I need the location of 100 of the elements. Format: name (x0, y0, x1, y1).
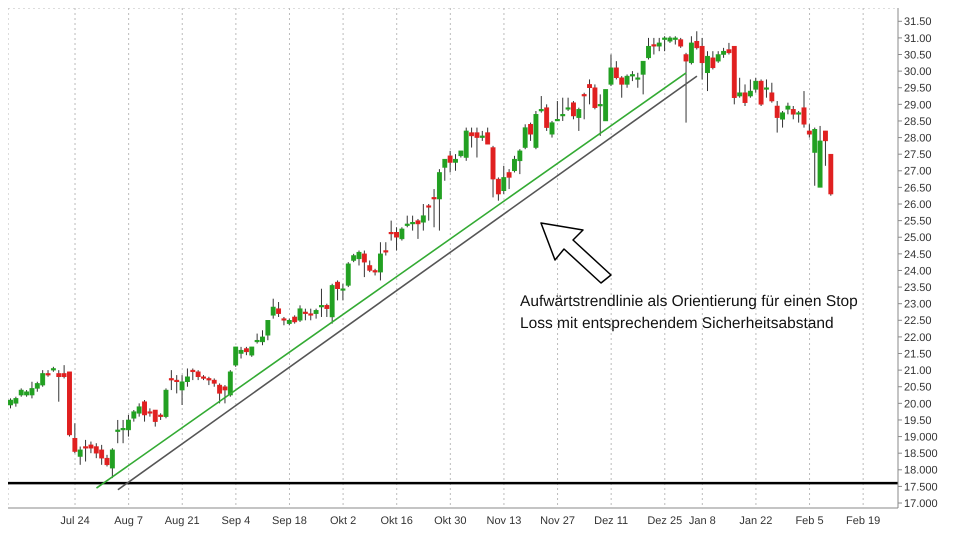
y-tick-label: 18.000 (904, 464, 938, 477)
y-tick-label: 24.50 (904, 248, 932, 261)
x-tick-label: Dez 11 (594, 514, 628, 527)
annotation: Aufwärtstrendlinie als Orientierung für einen Stop Loss mit entsprechendem Sicherheitsabstand (520, 292, 859, 334)
y-tick-label: 28.00 (904, 132, 932, 144)
candlestick (646, 37, 651, 60)
candlestick (528, 122, 534, 142)
candlestick (710, 50, 716, 70)
candlestick (362, 250, 367, 278)
candlestick (480, 130, 485, 142)
y-tick-label: 17.500 (904, 481, 938, 494)
candlestick (383, 242, 388, 256)
x-tick-label: Jan 22 (739, 514, 772, 527)
y-tick-label: 19.50 (904, 414, 932, 427)
candlestick (651, 37, 656, 56)
candlestick (737, 77, 742, 98)
candlestick (420, 204, 426, 232)
y-tick-label: 25.00 (904, 232, 932, 244)
y-tick-label: 27.50 (904, 149, 932, 162)
candlestick (576, 107, 582, 132)
x-tick-label: Dez 25 (647, 514, 682, 527)
candlestick (346, 262, 351, 288)
x-tick-label: Okt 30 (434, 514, 467, 527)
x-tick-label: Sep 4 (221, 514, 250, 527)
candlestick (785, 102, 790, 115)
y-tick-label: 23.50 (904, 282, 932, 294)
candlestick (656, 37, 662, 52)
candlestick (448, 150, 453, 173)
x-tick-label: Aug 7 (114, 514, 144, 527)
candlestick (635, 72, 640, 88)
x-tick-label: Feb 19 (846, 514, 880, 527)
y-tick-label: 26.50 (904, 182, 932, 194)
candlestick (72, 422, 78, 454)
candlestick (802, 90, 806, 128)
candlestick (399, 226, 404, 242)
y-tick-label: 31.50 (904, 16, 932, 28)
candlestick (544, 104, 550, 132)
y-tick-label: 24.00 (904, 265, 932, 278)
candlestick (538, 96, 544, 114)
x-tick-label: Feb 5 (795, 514, 824, 527)
y-tick-label: 22.00 (904, 332, 932, 344)
y-tick-label: 19.000 (904, 431, 938, 444)
y-tick-label: 28.50 (904, 116, 932, 128)
candlestick (780, 110, 785, 128)
candlestick (426, 204, 432, 222)
candlestick (640, 60, 646, 95)
y-tick-label: 29.50 (904, 82, 932, 95)
candlestick (566, 97, 571, 112)
candlestick (78, 446, 83, 466)
candlestick (684, 52, 688, 124)
candlestick (501, 165, 506, 195)
y-tick-label: 31.00 (904, 32, 932, 45)
candlestick (110, 448, 115, 479)
y-tick-label: 22.50 (904, 315, 932, 328)
candlestick (769, 82, 774, 104)
candlestick (522, 124, 528, 150)
candlestick (319, 288, 324, 318)
candlestick (554, 100, 560, 122)
x-tick-label: Okt 16 (380, 514, 413, 527)
x-tick-label: Aug 21 (164, 514, 200, 527)
x-tick-label: Jan 8 (688, 514, 716, 527)
x-tick-label: Jul 24 (60, 514, 90, 527)
y-tick-label: 30.50 (904, 49, 932, 62)
y-tick-label: 30.00 (904, 66, 932, 78)
y-tick-label: 23.00 (904, 298, 932, 311)
y-tick-label: 17.000 (904, 498, 938, 510)
y-tick-label: 20.00 (904, 398, 932, 410)
candlestick (764, 78, 769, 98)
y-tick-label: 26.00 (904, 198, 932, 211)
candlestick (748, 78, 753, 98)
candlestick (340, 283, 346, 301)
candlestick (582, 92, 587, 120)
x-tick-label: Nov 13 (486, 514, 522, 527)
candlestick (774, 100, 780, 134)
candlestick (796, 110, 802, 124)
candlestick (453, 154, 458, 172)
candlestick (506, 168, 512, 190)
candlestick (560, 97, 566, 122)
candlestick (822, 130, 828, 166)
candlestick (608, 54, 614, 87)
candlestick (753, 77, 758, 94)
candlestick (442, 158, 448, 182)
y-tick-label: 21.00 (904, 365, 932, 378)
candlestick (378, 242, 383, 281)
x-tick-label: Nov 27 (540, 514, 575, 527)
candlestick (314, 308, 319, 320)
candlestick (335, 280, 340, 301)
candlestick (678, 37, 684, 48)
candlestick (228, 370, 233, 398)
candlestick (790, 106, 796, 120)
x-tick-label: Sep 18 (272, 514, 307, 527)
x-tick-label: Okt 2 (330, 514, 356, 527)
y-tick-label: 29.00 (904, 99, 932, 112)
y-tick-label: 18.500 (904, 448, 938, 460)
candlestick (432, 188, 437, 228)
candlestick (270, 298, 276, 320)
candlestick (485, 127, 490, 145)
y-tick-label: 25.50 (904, 216, 932, 228)
candlestick (416, 218, 420, 240)
candlestick (550, 120, 554, 138)
